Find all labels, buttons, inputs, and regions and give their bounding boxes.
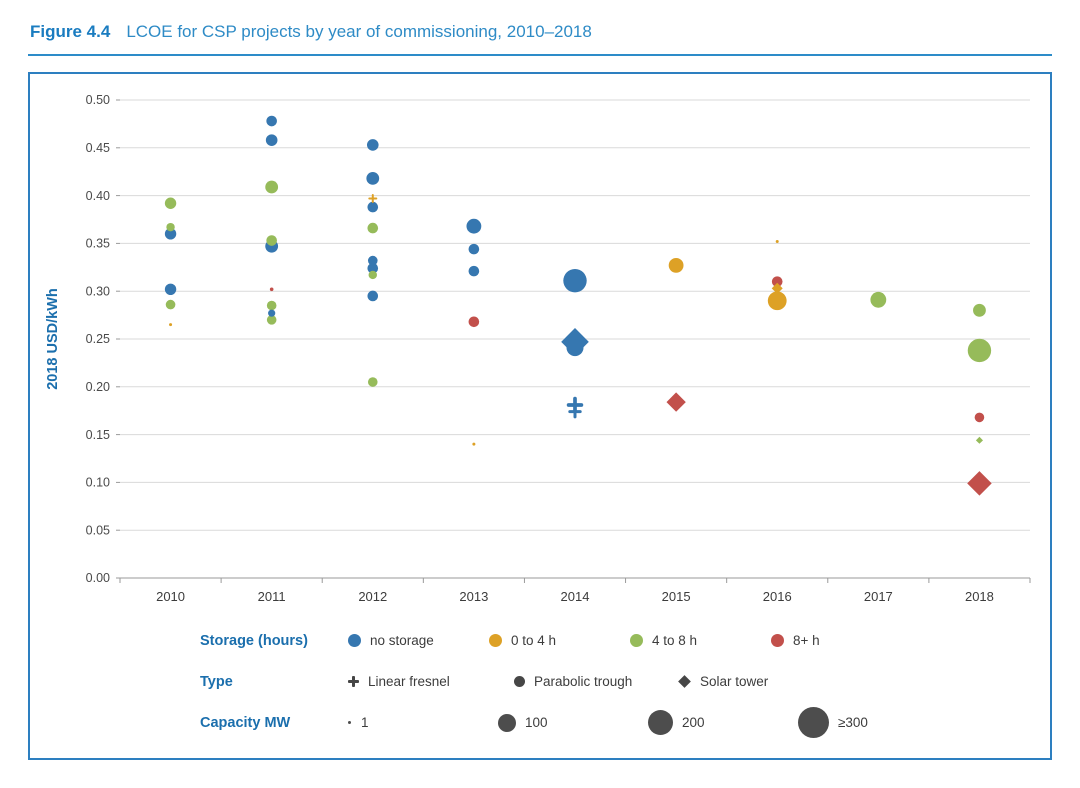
svg-text:2014: 2014 <box>561 589 590 604</box>
legend-label: no storage <box>370 633 434 649</box>
legend-item-0to4h: 0 to 4 h <box>489 633 630 648</box>
no-storage-marker-icon <box>348 634 361 648</box>
svg-text:2015: 2015 <box>662 589 691 604</box>
legend-label: 1 <box>361 715 369 731</box>
legend-label: Solar tower <box>700 674 769 690</box>
svg-text:0.15: 0.15 <box>86 428 110 442</box>
svg-text:0.35: 0.35 <box>86 237 110 251</box>
parabolic-trough-circle-icon <box>514 676 525 688</box>
svg-text:2018: 2018 <box>965 589 994 604</box>
legend-label: ≥300 <box>838 715 868 731</box>
lcoe-scatter-chart: 0.00 0.05 0.10 0.15 0.20 0.25 0.30 0.35 0.40 0.45… <box>40 86 1040 618</box>
legend-label: 200 <box>682 715 705 731</box>
svg-text:0.30: 0.30 <box>86 285 110 299</box>
legend-row-storage: Storage (hours) no storage 0 to 4 h 4 to… <box>200 620 1040 661</box>
svg-text:2010: 2010 <box>156 589 185 604</box>
y-grid: 0.00 0.05 0.10 0.15 0.20 0.25 0.30 0.35 0.40 0.45… <box>86 94 1030 586</box>
solar-tower-diamond-icon <box>678 675 691 689</box>
legend-item-capacity-300: ≥300 <box>798 707 948 739</box>
legend-label: 100 <box>525 715 548 731</box>
legend-item-8plush: 8+ h <box>771 633 912 648</box>
legend-label: 0 to 4 h <box>511 633 557 649</box>
legend-label: Parabolic trough <box>534 674 633 690</box>
legend-item-solar-tower: Solar tower <box>678 674 846 690</box>
svg-text:2013: 2013 <box>459 589 488 604</box>
svg-text:0.00: 0.00 <box>86 572 110 586</box>
svg-text:2017: 2017 <box>864 589 893 604</box>
legend-label: 4 to 8 h <box>652 633 698 649</box>
svg-text:0.20: 0.20 <box>86 380 110 394</box>
capacity-100-dot-icon <box>498 713 516 732</box>
storage-4to8-marker-icon <box>630 634 643 648</box>
legend-header-type: Type <box>200 673 233 690</box>
x-axis: 2010 2011 2012 2013 2014 2015 2016 2017 2018 <box>119 578 1031 604</box>
storage-0to4-marker-icon <box>489 634 502 648</box>
legend-item-capacity-1: 1 <box>348 715 498 730</box>
legend-header-storage: Storage (hours) <box>200 632 308 649</box>
legend-row-type: Type Linear fresnel Parabolic trough Sol… <box>200 661 1040 702</box>
chart-container: 0.00 0.05 0.10 0.15 0.20 0.25 0.30 0.35 0.40 0.45… <box>28 72 1052 761</box>
figure-label: Figure 4.4 <box>30 22 111 41</box>
figure-title: Figure 4.4 LCOE for CSP projects by year … <box>30 22 1050 42</box>
storage-8plus-marker-icon <box>771 634 784 648</box>
svg-text:0.50: 0.50 <box>86 94 110 108</box>
legend-item-linear-fresnel: Linear fresnel <box>348 674 514 689</box>
data-points <box>164 116 992 496</box>
capacity-300-dot-icon <box>798 707 829 739</box>
capacity-1-dot-icon <box>348 721 351 725</box>
svg-text:0.25: 0.25 <box>86 333 110 347</box>
svg-text:2012: 2012 <box>358 589 387 604</box>
svg-text:0.10: 0.10 <box>86 476 110 490</box>
legend-label: 8+ h <box>793 633 820 649</box>
legend-item-4to8h: 4 to 8 h <box>630 633 771 648</box>
svg-text:2011: 2011 <box>258 589 286 604</box>
capacity-200-dot-icon <box>648 710 673 736</box>
svg-text:0.40: 0.40 <box>86 189 110 203</box>
figure-caption: LCOE for CSP projects by year of commiss… <box>126 22 592 41</box>
legend-item-no-storage: no storage <box>348 633 489 648</box>
lcoe-scatter-svg: 0.00 0.05 0.10 0.15 0.20 0.25 0.30 0.35 0.40 0.45… <box>45 94 1031 604</box>
legend-item-capacity-100: 100 <box>498 713 648 732</box>
svg-text:2016: 2016 <box>763 589 792 604</box>
chart-legend: Storage (hours) no storage 0 to 4 h 4 to… <box>200 620 1040 743</box>
svg-text:0.05: 0.05 <box>86 524 110 538</box>
title-divider <box>28 54 1052 57</box>
legend-row-capacity: Capacity MW 1 100 200 ≥300 <box>200 702 1040 743</box>
legend-item-capacity-200: 200 <box>648 710 798 736</box>
legend-label: Linear fresnel <box>368 674 450 690</box>
svg-text:0.45: 0.45 <box>86 141 110 155</box>
y-axis-label: 2018 USD/kWh <box>45 289 61 391</box>
linear-fresnel-plus-icon <box>348 676 359 688</box>
legend-item-parabolic-trough: Parabolic trough <box>514 674 680 689</box>
legend-header-capacity: Capacity MW <box>200 714 291 731</box>
